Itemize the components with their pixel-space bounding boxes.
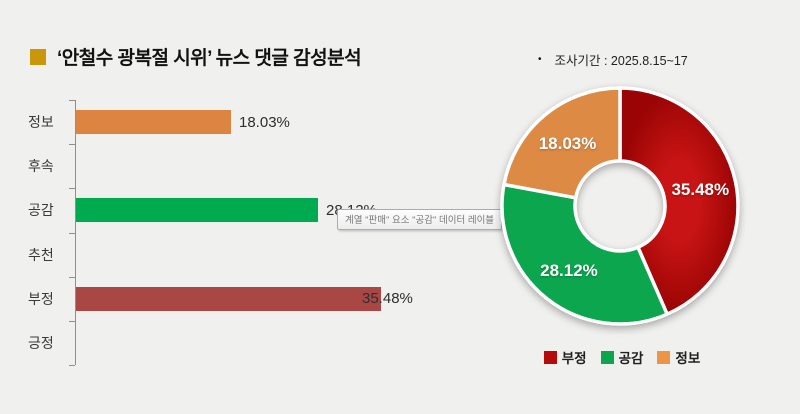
donut-value-label-info[interactable]: 18.03% (539, 134, 597, 153)
legend-label-negative: 부정 (561, 351, 587, 366)
bar-info[interactable] (76, 110, 231, 135)
survey-period-text: 조사기간 : 2025.8.15~17 (554, 54, 688, 68)
category-label-positive: 긍정 (28, 334, 54, 351)
donut-value-label-negative[interactable]: 35.48% (671, 180, 729, 199)
bullet-icon: • (538, 54, 542, 65)
page-title: ‘안철수 광복절 시위’ 뉴스 댓글 감성분석 (30, 43, 362, 70)
donut-chart: 35.48% 28.12% 18.03% (500, 86, 740, 326)
category-label-recommend: 추천 (28, 246, 54, 263)
legend-item-empathy[interactable]: 공감 (600, 347, 644, 367)
legend-label-info: 정보 (675, 351, 701, 366)
legend-swatch-empathy (600, 350, 614, 364)
legend-swatch-info (657, 350, 671, 364)
donut-slice-info[interactable] (502, 86, 622, 200)
axis-tick (69, 233, 75, 234)
title-bullet-icon (30, 48, 46, 65)
axis-tick (69, 100, 75, 101)
donut-slice-empathy[interactable] (500, 182, 669, 326)
legend-label-empathy: 공감 (618, 351, 644, 366)
bar-empathy[interactable] (76, 198, 318, 223)
page-title-text: ‘안철수 광복절 시위’ 뉴스 댓글 감성분석 (57, 48, 362, 69)
donut-value-label-empathy[interactable]: 28.12% (540, 261, 598, 280)
legend-swatch-negative (543, 350, 557, 364)
axis-tick (69, 188, 75, 189)
category-label-info: 정보 (28, 114, 54, 131)
bar-value-label-negative[interactable]: 35.48% (362, 290, 413, 308)
bar-value-label-info[interactable]: 18.03% (239, 113, 290, 131)
donut-slice-negative[interactable] (618, 86, 740, 316)
axis-tick (69, 144, 75, 145)
axis-tick (69, 365, 75, 366)
bar-negative[interactable] (76, 286, 381, 311)
chart-legend: 부정 공감 정보 (480, 347, 764, 367)
legend-item-info[interactable]: 정보 (657, 347, 700, 367)
legend-item-negative[interactable]: 부정 (543, 347, 587, 367)
axis-tick (69, 321, 75, 322)
category-label-negative: 부정 (28, 290, 54, 307)
bar-chart-value-axis (75, 100, 76, 365)
category-label-empathy: 공감 (28, 202, 54, 219)
category-label-followup: 후속 (28, 158, 54, 175)
axis-tick (69, 277, 75, 278)
survey-period: • 조사기간 : 2025.8.15~17 (538, 50, 688, 69)
